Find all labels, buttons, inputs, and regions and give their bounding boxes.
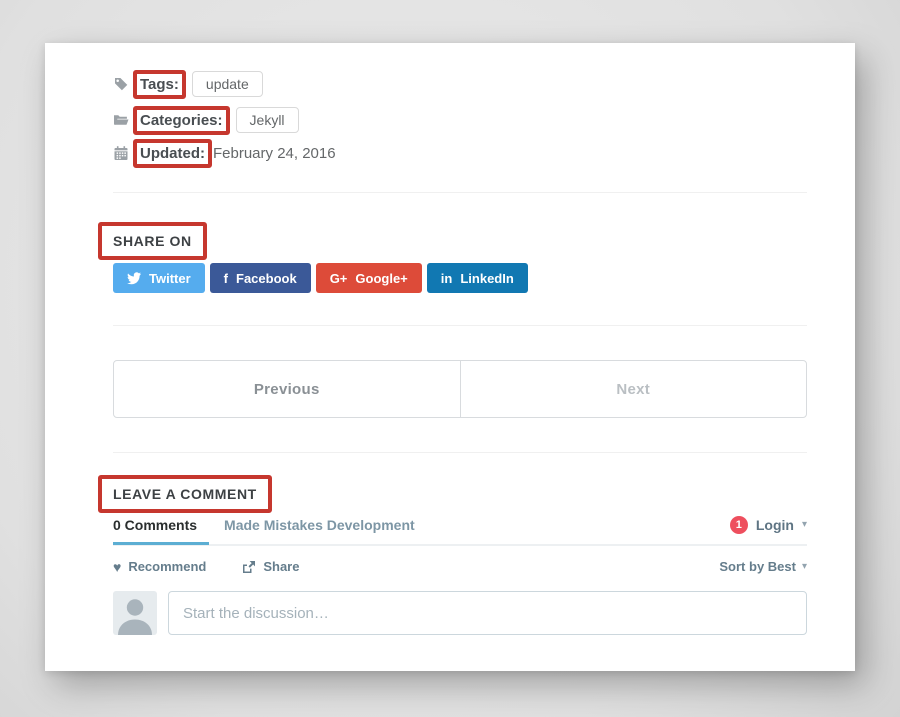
comments-tab-bar: 0 Comments Made Mistakes Development 1 L… — [113, 516, 807, 546]
updated-date: February 24, 2016 — [213, 144, 336, 162]
recommend-button[interactable]: ♥ Recommend — [113, 559, 206, 574]
share-facebook-label: Facebook — [236, 270, 297, 286]
share-twitter-label: Twitter — [149, 270, 191, 286]
share-on-heading: SHARE ON — [98, 222, 807, 260]
comment-compose-row — [113, 591, 807, 635]
divider — [113, 325, 807, 326]
category-pill[interactable]: Jekyll — [235, 107, 299, 133]
sort-by-label: Sort by Best — [719, 559, 796, 574]
categories-row: Categories: Jekyll — [113, 105, 807, 135]
login-label: Login — [755, 517, 794, 533]
share-thread-button[interactable]: Share — [242, 559, 299, 574]
previous-button[interactable]: Previous — [114, 361, 461, 417]
share-arrow-icon — [242, 560, 256, 574]
linkedin-icon: in — [440, 270, 453, 286]
comment-input[interactable] — [168, 591, 807, 635]
caret-down-icon: ▾ — [801, 519, 807, 530]
heart-icon: ♥ — [113, 558, 122, 575]
divider — [113, 452, 807, 453]
caret-down-icon: ▾ — [801, 560, 807, 572]
categories-label: Categories: — [133, 105, 230, 135]
share-linkedin-label: LinkedIn — [460, 270, 514, 286]
share-buttons: Twitter f Facebook G+ Google+ in LinkedI… — [113, 263, 807, 293]
post-meta: Tags: update Categories: Jekyll — [113, 69, 807, 168]
comment-count-tab[interactable]: 0 Comments — [113, 517, 210, 545]
twitter-icon — [127, 271, 141, 285]
updated-label: Updated: — [133, 138, 212, 168]
facebook-icon: f — [223, 270, 228, 286]
share-facebook-button[interactable]: f Facebook — [209, 263, 311, 293]
updated-row: Updated: February 24, 2016 — [113, 138, 807, 168]
recommend-label: Recommend — [128, 559, 207, 574]
calendar-icon — [113, 145, 129, 161]
share-googleplus-label: Google+ — [355, 270, 408, 286]
post-pagination: Previous Next — [113, 360, 807, 418]
login-control[interactable]: 1 Login ▾ — [729, 516, 807, 534]
share-linkedin-button[interactable]: in LinkedIn — [426, 263, 528, 293]
share-on-annotation: SHARE ON — [98, 222, 207, 260]
comments-action-bar: ♥ Recommend Share Sort by Best ▾ — [113, 546, 807, 588]
tags-label: Tags: — [133, 69, 186, 99]
next-button[interactable]: Next — [616, 380, 651, 398]
person-icon — [118, 599, 152, 635]
google-plus-icon: G+ — [329, 270, 348, 286]
tag-pill[interactable]: update — [191, 71, 263, 97]
leave-comment-annotation: LEAVE A COMMENT — [98, 475, 272, 513]
leave-comment-heading: LEAVE A COMMENT — [98, 475, 807, 513]
notification-badge: 1 — [729, 516, 748, 534]
tag-icon — [113, 76, 129, 92]
sort-by-control[interactable]: Sort by Best ▾ — [719, 559, 807, 574]
avatar — [113, 591, 157, 635]
share-googleplus-button[interactable]: G+ Google+ — [315, 263, 422, 293]
tags-row: Tags: update — [113, 69, 807, 99]
post-footer-card: Tags: update Categories: Jekyll — [45, 43, 855, 671]
community-tab[interactable]: Made Mistakes Development — [224, 517, 415, 533]
divider — [113, 192, 807, 193]
share-twitter-button[interactable]: Twitter — [113, 263, 205, 293]
share-thread-label: Share — [263, 559, 300, 574]
folder-open-icon — [113, 112, 129, 128]
